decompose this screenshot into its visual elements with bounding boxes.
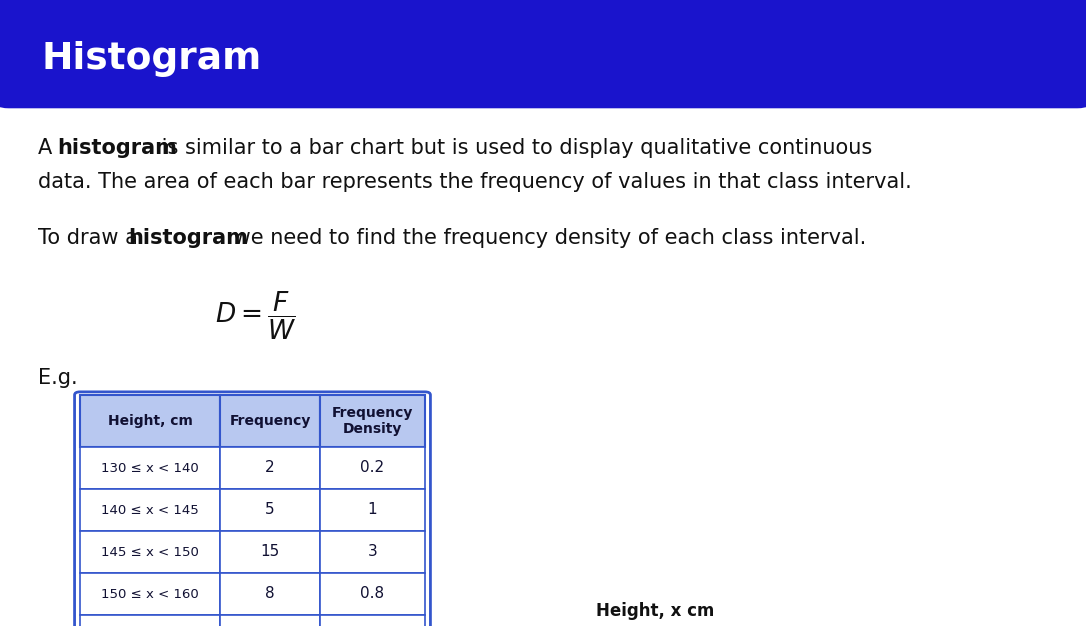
Text: 8: 8: [265, 587, 275, 602]
Text: 140 ≤ x < 145: 140 ≤ x < 145: [101, 503, 199, 516]
Text: Histogram: Histogram: [41, 41, 262, 78]
Bar: [647, 520, 724, 570]
Text: 130 ≤ x < 140: 130 ≤ x < 140: [101, 461, 199, 475]
Text: 0.8: 0.8: [361, 587, 384, 602]
Text: data. The area of each bar represents the frequency of values in that class inte: data. The area of each bar represents th…: [38, 172, 912, 192]
Bar: [724, 532, 839, 570]
Text: 2: 2: [265, 461, 275, 476]
Text: To draw a: To draw a: [38, 228, 144, 248]
Text: we need to find the frequency density of each class interval.: we need to find the frequency density of…: [227, 228, 867, 248]
Text: 3: 3: [368, 545, 377, 560]
Text: histogram: histogram: [56, 138, 177, 158]
Text: Frequency
Density: Frequency Density: [332, 406, 413, 436]
Text: 1: 1: [368, 503, 377, 518]
Text: Height, cm: Height, cm: [108, 414, 192, 428]
Text: $D = \dfrac{F}{W}$: $D = \dfrac{F}{W}$: [215, 290, 296, 342]
Text: 145 ≤ x < 150: 145 ≤ x < 150: [101, 545, 199, 558]
Text: histogram: histogram: [128, 228, 248, 248]
Bar: [609, 380, 647, 570]
Text: 15: 15: [261, 545, 279, 560]
Bar: [493, 557, 570, 570]
Y-axis label: Frequency Density: Frequency Density: [417, 398, 431, 527]
Text: A: A: [38, 138, 59, 158]
Text: Frequency: Frequency: [229, 414, 311, 428]
Text: 0.2: 0.2: [361, 461, 384, 476]
Text: Height, x cm: Height, x cm: [596, 602, 715, 620]
Bar: [570, 507, 609, 570]
Text: 150 ≤ x < 160: 150 ≤ x < 160: [101, 587, 199, 600]
Text: E.g.: E.g.: [38, 368, 77, 388]
Text: 5: 5: [265, 503, 275, 518]
Text: is similar to a bar chart but is used to display qualitative continuous: is similar to a bar chart but is used to…: [155, 138, 872, 158]
